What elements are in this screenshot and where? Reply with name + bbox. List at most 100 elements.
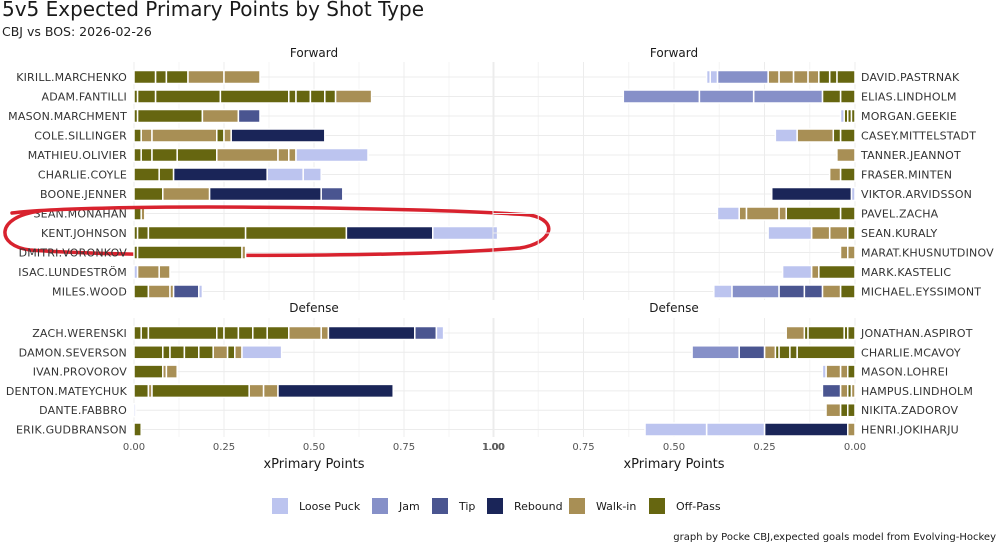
bar-segment-off-pass: [198, 345, 214, 360]
bar-segment-off-pass: [847, 325, 856, 341]
x-tick-label: 1.00: [482, 442, 504, 453]
bar-segment-off-pass: [183, 345, 200, 360]
bar-segment-off-pass: [818, 264, 856, 280]
panel-cbj-defense: Defense ZACH.WERENSKI DAMON.SEVERSON IVAN.P…: [6, 301, 505, 472]
bar-segment-off-pass: [252, 325, 268, 341]
bar-segment-rebound: [172, 167, 268, 182]
bar-segment-walk-in: [828, 167, 842, 182]
bar-segment-walk-in: [288, 325, 322, 341]
facet-label: Defense: [649, 301, 698, 315]
player-label-charlie-mcavoy: CHARLIE.MCAVOY: [861, 346, 961, 359]
bar-segment-off-pass: [778, 345, 791, 360]
legend-swatch: [649, 498, 665, 514]
bar-segment-off-pass: [133, 128, 142, 143]
x-axis-title: xPrimary Points: [263, 457, 364, 472]
bar-segment-walk-in: [778, 206, 787, 221]
bar-segment-loose-puck: [716, 206, 740, 221]
bar-segment-off-pass: [154, 69, 168, 85]
bar-segment-tip: [414, 325, 438, 341]
bar-segment-walk-in: [262, 383, 279, 399]
x-tick-label: 1.00: [483, 442, 505, 453]
bar-segment-off-pass: [839, 128, 856, 143]
bar-segment-jam: [731, 284, 780, 299]
bar-segment-off-pass: [158, 167, 175, 182]
player-label-adam-fantilli: ADAM.FANTILLI: [42, 91, 127, 104]
player-label-marat-khusnutdinov: MARAT.KHUSNUTDINOV: [861, 247, 994, 260]
caption: graph by Pocke CBJ,expected goals model …: [673, 532, 996, 542]
player-label-tanner-jeannot: TANNER.JEANNOT: [860, 149, 961, 162]
legend-label: Tip: [458, 500, 475, 513]
bar-segment-loose-puck: [644, 422, 708, 437]
player-label-zach-werenski: ZACH.WERENSKI: [32, 327, 127, 340]
bar-segment-walk-in: [241, 245, 247, 260]
facet-label: Defense: [289, 301, 338, 315]
bar-segment-off-pass: [169, 345, 186, 360]
player-label-sean-kuraly: SEAN.KURALY: [861, 227, 938, 240]
bar-segment-loose-puck: [781, 264, 813, 280]
bar-segment-off-pass: [832, 128, 842, 143]
bar-segment-off-pass: [839, 167, 856, 182]
player-label-erik-gudbranson: ERIK.GUDBRANSON: [16, 424, 127, 437]
player-label-morgan-geekie: MORGAN.GEEKIE: [861, 110, 957, 123]
bar-segment-walk-in: [828, 225, 849, 241]
bar-segment-off-pass: [226, 345, 236, 360]
bar-segment-jam: [622, 89, 701, 104]
bar-segment-walk-in: [201, 108, 240, 124]
bar-segment-off-pass: [147, 325, 218, 341]
bar-segment-tip: [738, 345, 766, 360]
player-label-mason-lohrei: MASON.LOHREI: [861, 366, 948, 379]
player-label-henri-jokiharju: HENRI.JOKIHARJU: [861, 424, 959, 437]
bar-segment-loose-puck: [713, 284, 733, 299]
player-label-damon-severson: DAMON.SEVERSON: [19, 346, 127, 359]
legend-swatch: [487, 498, 503, 514]
player-label-boone-jenner: BOONE.JENNER: [40, 188, 127, 201]
bar-segment-rebound: [770, 186, 853, 202]
bar-segment-off-pass: [266, 325, 290, 341]
legend-item-off-pass: Off-Pass: [649, 498, 721, 514]
player-label-jonathan-aspirot: JONATHAN.ASPIROT: [860, 327, 973, 340]
player-label-mason-marchment: MASON.MARCHMENT: [8, 110, 127, 123]
player-label-david-pastrnak: DAVID.PASTRNAK: [861, 71, 960, 84]
bar-segment-off-pass: [133, 325, 142, 341]
bar-segment-walk-in: [320, 325, 330, 341]
player-label-elias-lindholm: ELIAS.LINDHOLM: [861, 91, 957, 104]
bar-segment-off-pass: [133, 364, 164, 379]
bar-segment-loose-puck: [839, 108, 845, 124]
bar-segment-off-pass: [295, 89, 312, 104]
player-label-charlie-coyle: CHARLIE.COYLE: [38, 169, 127, 182]
bar-segment-loose-puck: [432, 225, 499, 241]
bar-segment-off-pass: [133, 345, 164, 360]
bar-segment-walk-in: [223, 128, 232, 143]
bar-segment-walk-in: [187, 69, 225, 85]
bar-segment-walk-in: [162, 186, 211, 202]
legend-label: Rebound: [514, 500, 563, 513]
bar-segment-off-pass: [237, 325, 254, 341]
bar-segment-off-pass: [140, 325, 150, 341]
legend-item-loose-puck: Loose Puck: [272, 498, 361, 514]
player-label-denton-mateychuk: DENTON.MATEYCHUK: [6, 385, 128, 398]
legend-item-jam: Jam: [372, 498, 420, 514]
bar-segment-loose-puck: [709, 69, 719, 85]
bar-segment-walk-in: [807, 69, 820, 85]
bar-segment-walk-in: [796, 128, 835, 143]
bar-segment-off-pass: [836, 69, 856, 85]
bar-segment-walk-in: [825, 364, 842, 379]
bar-segment-tip: [237, 108, 261, 124]
bar-segment-tip: [803, 284, 824, 299]
player-label-mathieu-olivier: MATHIEU.OLIVIER: [28, 149, 127, 162]
bar-segment-walk-in: [140, 128, 153, 143]
bar-segment-rebound: [277, 383, 394, 399]
bar-segment-off-pass: [796, 345, 856, 360]
bar-segment-walk-in: [847, 422, 856, 437]
player-label-hampus-lindholm: HAMPUS.LINDHOLM: [861, 385, 973, 398]
facet-label: Forward: [290, 46, 338, 60]
bar-segment-walk-in: [136, 264, 160, 280]
bar-segment-walk-in: [738, 206, 748, 221]
bar-segment-loose-puck: [295, 147, 369, 163]
bar-segment-off-pass: [839, 284, 856, 299]
bar-segment-walk-in: [216, 147, 279, 163]
x-tick-label: 0.75: [572, 442, 594, 453]
bar-segment-off-pass: [324, 89, 337, 104]
x-tick-label: 0.25: [213, 442, 235, 453]
